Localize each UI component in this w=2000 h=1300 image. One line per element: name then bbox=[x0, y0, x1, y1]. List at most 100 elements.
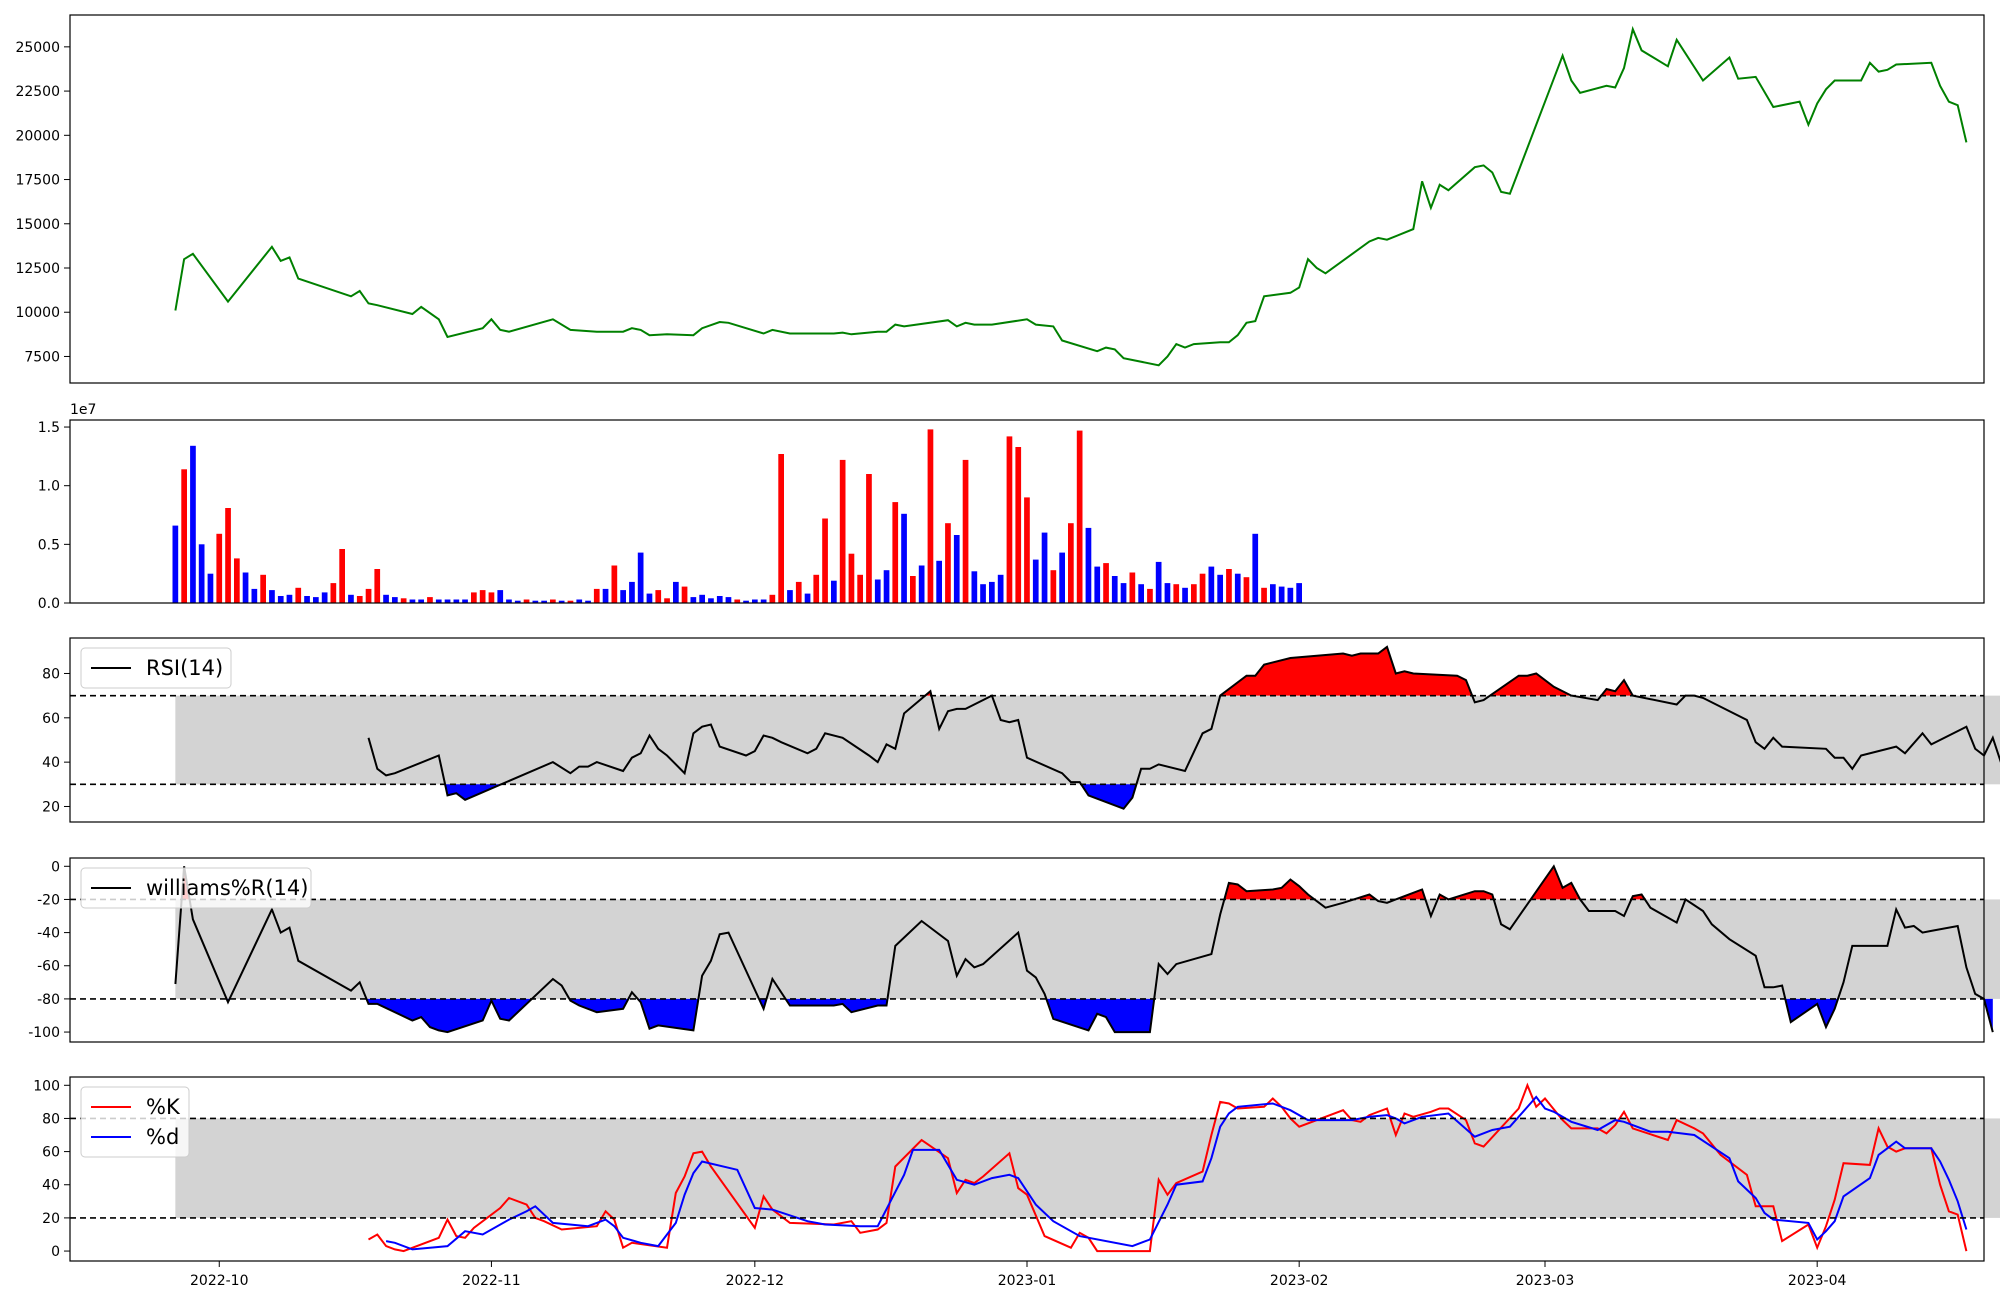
x-tick-label: 2023-03 bbox=[1516, 1273, 1575, 1289]
axes-frame bbox=[69, 419, 1985, 604]
volume-bar bbox=[462, 599, 468, 603]
volume-bar bbox=[365, 588, 372, 603]
volume-bar bbox=[383, 594, 389, 603]
volume-bar bbox=[1296, 583, 1302, 603]
volume-bar bbox=[172, 525, 179, 603]
x-tick-label: 2022-11 bbox=[462, 1273, 521, 1289]
volume-bar bbox=[207, 573, 214, 603]
volume-bar bbox=[348, 594, 354, 603]
y-tick-label: 40 bbox=[42, 1178, 60, 1194]
volume-bar bbox=[593, 588, 600, 603]
volume-bar bbox=[295, 587, 302, 604]
volume-bar bbox=[1147, 588, 1153, 603]
volume-bar bbox=[760, 599, 767, 603]
volume-bar bbox=[198, 544, 205, 603]
volume-bar bbox=[356, 596, 363, 603]
volume-bar bbox=[567, 600, 574, 603]
volume-bar bbox=[953, 535, 960, 603]
volume-bar bbox=[655, 590, 662, 603]
volume-bar bbox=[1138, 584, 1144, 603]
volume-bar bbox=[523, 599, 530, 603]
oversold-fill bbox=[1046, 998, 1155, 1033]
volume-bar bbox=[839, 459, 846, 603]
volume-bar bbox=[330, 583, 337, 603]
volume-bar bbox=[646, 593, 653, 603]
oversold-fill bbox=[569, 998, 629, 1013]
volume-bar bbox=[708, 598, 714, 603]
y-tick-label: 60 bbox=[42, 711, 60, 727]
y-tick-label: 20 bbox=[42, 799, 60, 815]
volume-bar bbox=[471, 592, 477, 603]
volume-bar bbox=[418, 599, 424, 603]
volume-bar bbox=[690, 597, 697, 603]
volume-bar bbox=[822, 518, 828, 603]
axis-exponent-label: 1e7 bbox=[70, 402, 96, 418]
percent-k-line bbox=[368, 1082, 1968, 1253]
volume-bar bbox=[269, 590, 275, 603]
volume-bar bbox=[1015, 447, 1022, 603]
y-tick-label: 1.5 bbox=[38, 420, 60, 436]
y-tick-label: 7500 bbox=[24, 349, 60, 365]
volume-bar bbox=[1120, 583, 1127, 603]
volume-bar bbox=[804, 593, 811, 603]
volume-bar bbox=[927, 429, 934, 603]
oversold-fill bbox=[445, 784, 502, 800]
volume-bar bbox=[1111, 576, 1118, 603]
overbought-fill bbox=[1220, 646, 1473, 696]
volume-bar bbox=[1006, 436, 1013, 603]
volume-panel: 0.0 0.5 1.0 1.5 1e7 bbox=[38, 402, 1985, 612]
volume-bar bbox=[857, 574, 863, 603]
volume-bar bbox=[1234, 573, 1241, 603]
volume-bar bbox=[541, 600, 547, 603]
volume-bar bbox=[1173, 584, 1180, 603]
volume-bar bbox=[313, 597, 319, 603]
volume-bar bbox=[260, 574, 266, 603]
volume-bar bbox=[488, 592, 495, 603]
williams-r-panel: 0 -20 -40 -60 -80 -100 williams%R(14) bbox=[28, 857, 2000, 1043]
y-tick-label: 1.0 bbox=[38, 479, 60, 495]
volume-bar bbox=[1068, 523, 1074, 603]
volume-bar bbox=[901, 513, 907, 603]
y-tick-label: 0 bbox=[51, 859, 60, 875]
x-tick-label: 2023-04 bbox=[1788, 1273, 1847, 1289]
price-line bbox=[174, 25, 1968, 367]
y-tick-label: 25000 bbox=[15, 40, 60, 56]
volume-bar bbox=[945, 523, 951, 603]
overbought-fill bbox=[1489, 673, 1572, 696]
y-tick-label: 20000 bbox=[15, 128, 60, 144]
volume-bar bbox=[1252, 533, 1259, 603]
volume-bar bbox=[1270, 584, 1276, 603]
overbought-fill bbox=[1224, 879, 1315, 900]
y-tick-label: -80 bbox=[37, 992, 60, 1008]
volume-bar bbox=[1129, 572, 1136, 603]
volume-bar bbox=[427, 597, 433, 603]
y-tick-label: -100 bbox=[28, 1025, 60, 1041]
legend-label: %d bbox=[146, 1125, 179, 1149]
volume-bar bbox=[242, 572, 249, 603]
volume-bar bbox=[550, 599, 556, 603]
volume-bar bbox=[374, 569, 381, 603]
axes-frame bbox=[69, 14, 1985, 384]
volume-bar bbox=[585, 600, 591, 603]
volume-bar bbox=[936, 560, 942, 603]
volume-bar bbox=[392, 597, 398, 603]
overbought-fill bbox=[1601, 680, 1633, 696]
neutral-band bbox=[175, 899, 2000, 999]
y-tick-label: 22500 bbox=[15, 84, 60, 100]
y-tick-label: 80 bbox=[42, 666, 60, 682]
y-tick-label: 0.0 bbox=[38, 596, 60, 612]
volume-bar bbox=[699, 594, 705, 603]
volume-bar bbox=[1261, 587, 1267, 604]
volume-bar bbox=[962, 459, 969, 603]
oversold-fill bbox=[366, 998, 532, 1033]
legend-label: RSI(14) bbox=[146, 656, 223, 680]
y-tick-label: 17500 bbox=[15, 173, 60, 189]
volume-bar bbox=[532, 600, 539, 603]
axes-frame bbox=[69, 637, 1985, 823]
volume-bar bbox=[997, 574, 1004, 603]
volume-bar bbox=[611, 565, 618, 603]
volume-bar bbox=[787, 590, 793, 603]
volume-bar bbox=[479, 590, 486, 603]
oversold-fill bbox=[637, 998, 699, 1031]
